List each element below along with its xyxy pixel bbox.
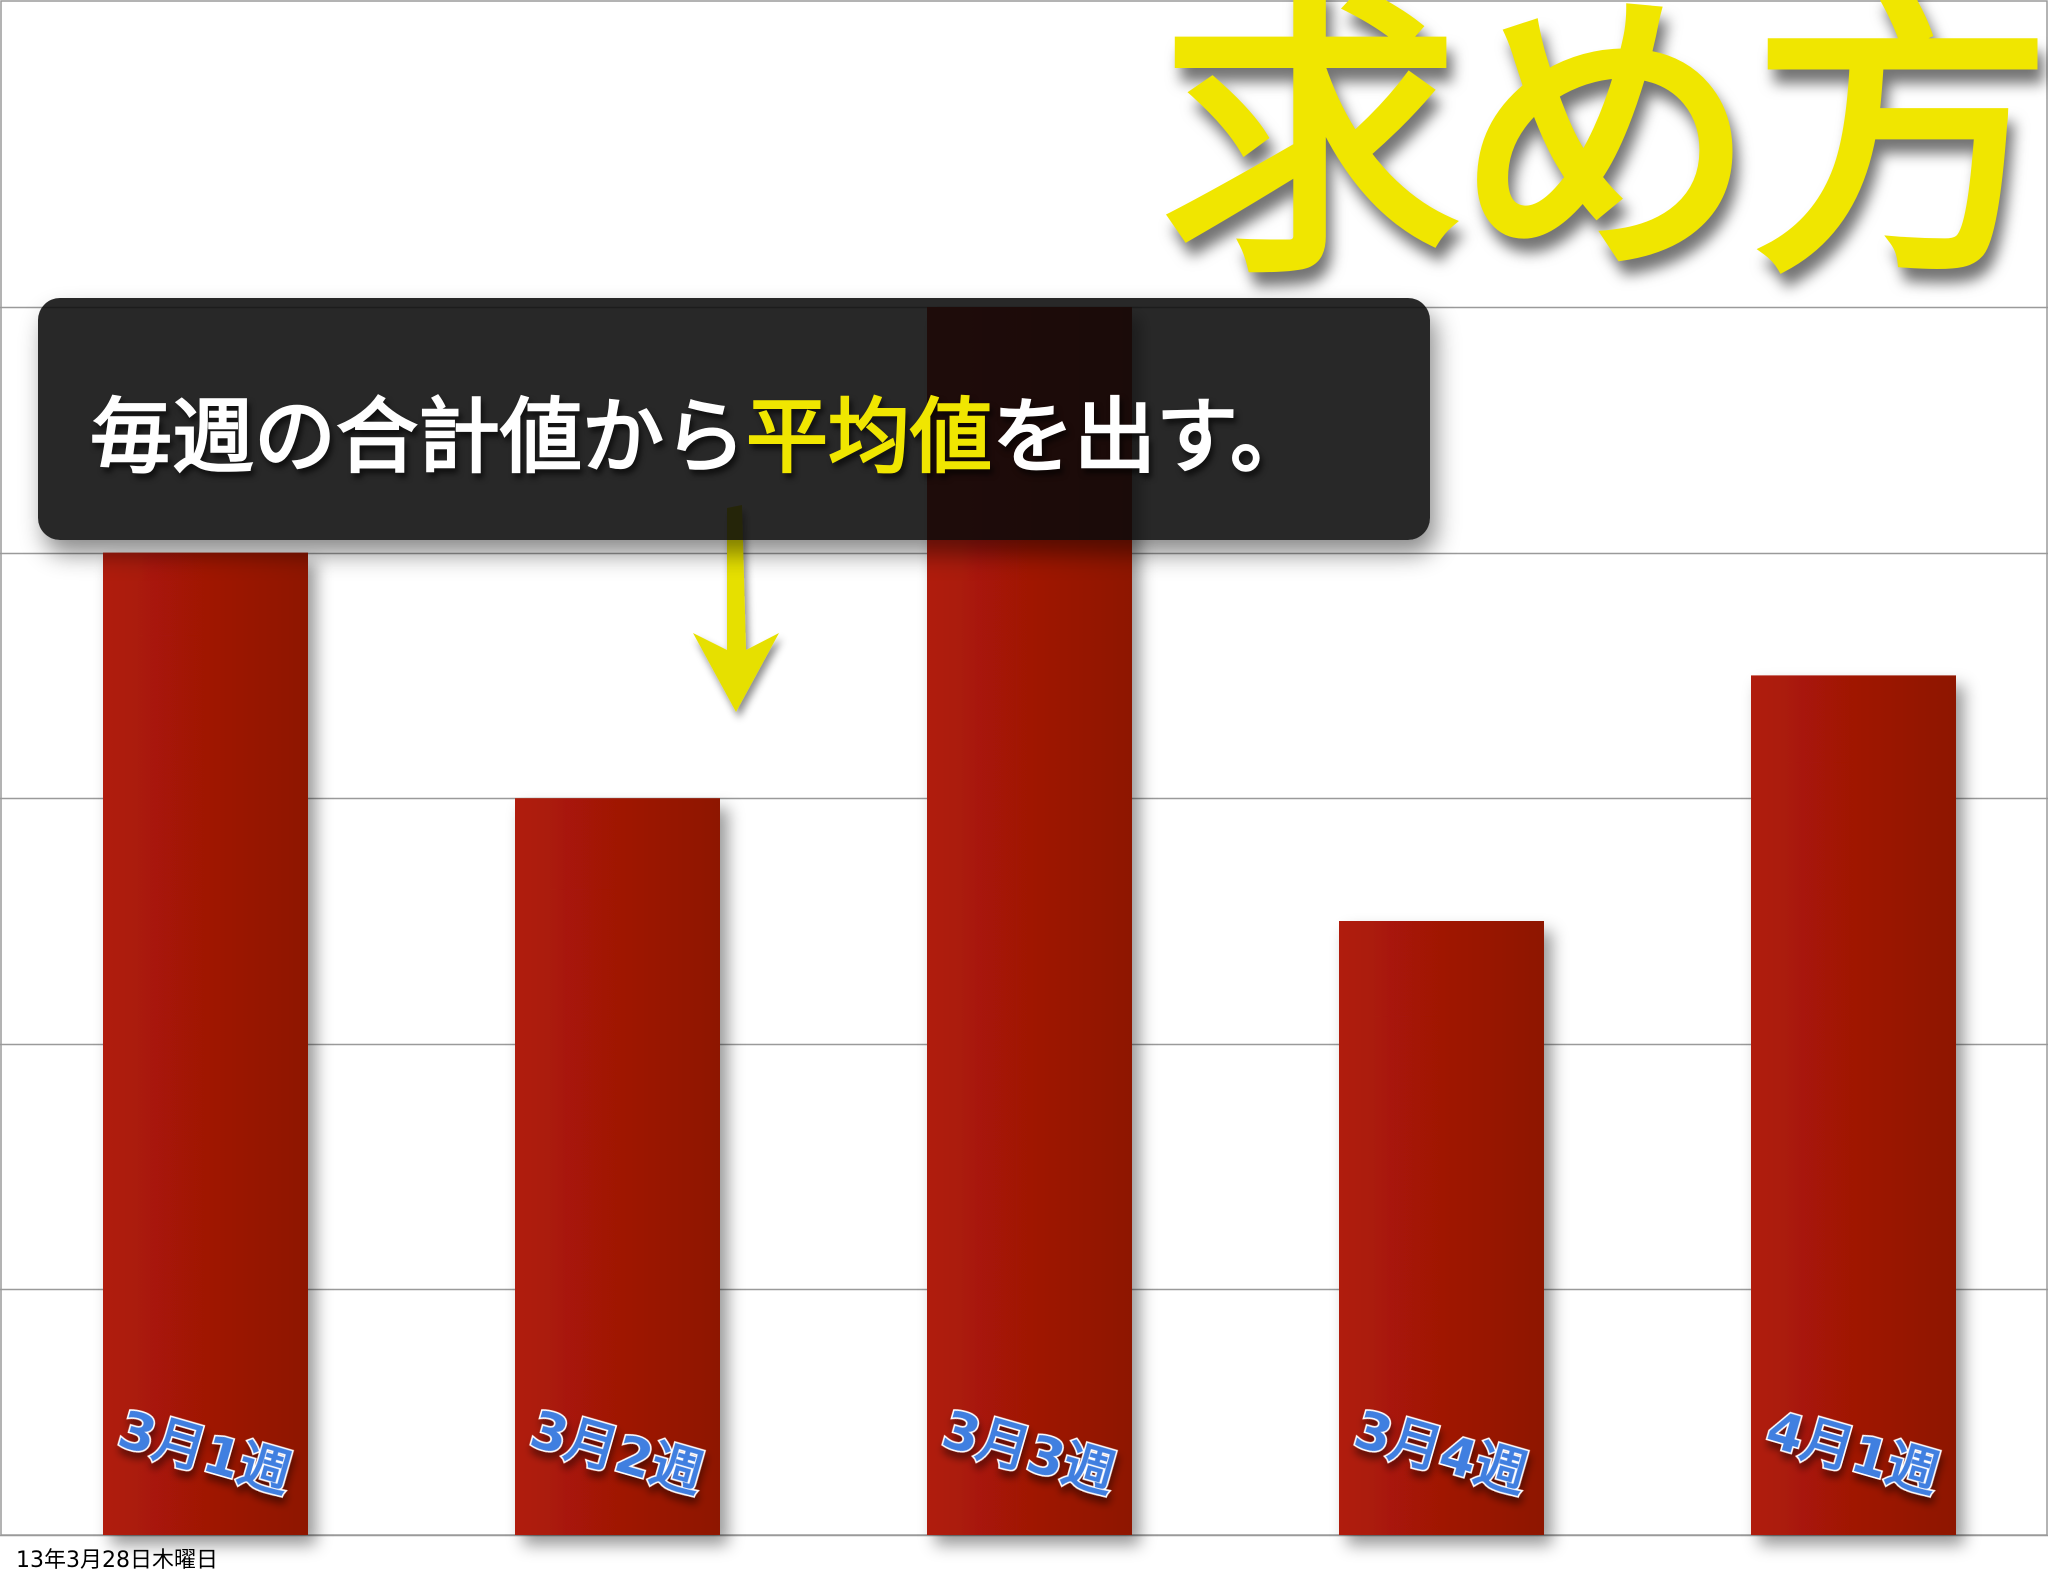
callout-suffix: を出す。 xyxy=(992,390,1312,485)
bar xyxy=(515,798,720,1535)
arrow-group xyxy=(693,505,779,712)
callout-highlight: 平均値 xyxy=(746,390,993,485)
callout-text: 毎週の合計値から平均値を出す。 xyxy=(90,370,1312,489)
bar xyxy=(1339,921,1544,1535)
callout-box: 毎週の合計値から平均値を出す。 xyxy=(38,298,1430,540)
footer-date: 13年3月28日木曜日 xyxy=(16,1548,218,1573)
bar xyxy=(103,552,308,1535)
slide-title: 求め方 xyxy=(1160,0,2048,314)
callout-prefix: 毎週の合計値から xyxy=(90,390,747,485)
down-arrow-icon xyxy=(693,505,779,712)
bar xyxy=(1751,675,1956,1535)
